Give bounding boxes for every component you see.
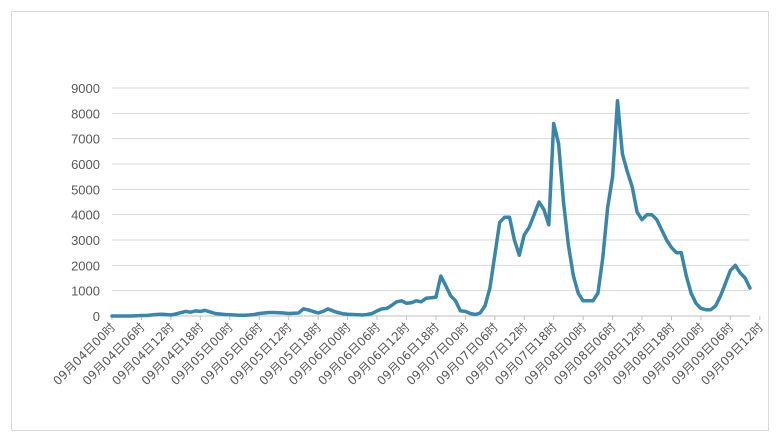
y-tick-label: 6000 bbox=[71, 157, 100, 172]
series-line bbox=[110, 98, 752, 318]
y-tick-label: 5000 bbox=[71, 182, 100, 197]
x-axis-ticks: 09月04日00时09月04日06时09月04日12时09月04日18时09月0… bbox=[50, 316, 766, 388]
y-axis-ticks: 0 1000 2000 3000 4000 5000 6000 7000 8000 9000 bbox=[71, 81, 100, 324]
gridlines bbox=[112, 87, 750, 317]
y-tick-label: 9000 bbox=[71, 81, 100, 96]
y-tick-label: 8000 bbox=[71, 106, 100, 121]
y-tick-label: 2000 bbox=[71, 258, 100, 273]
y-tick-label: 3000 bbox=[71, 233, 100, 248]
y-tick-label: 0 bbox=[93, 309, 100, 324]
y-tick-label: 4000 bbox=[71, 208, 100, 223]
y-tick-label: 7000 bbox=[71, 132, 100, 147]
plot-area bbox=[110, 98, 752, 318]
y-tick-label: 1000 bbox=[71, 284, 100, 299]
